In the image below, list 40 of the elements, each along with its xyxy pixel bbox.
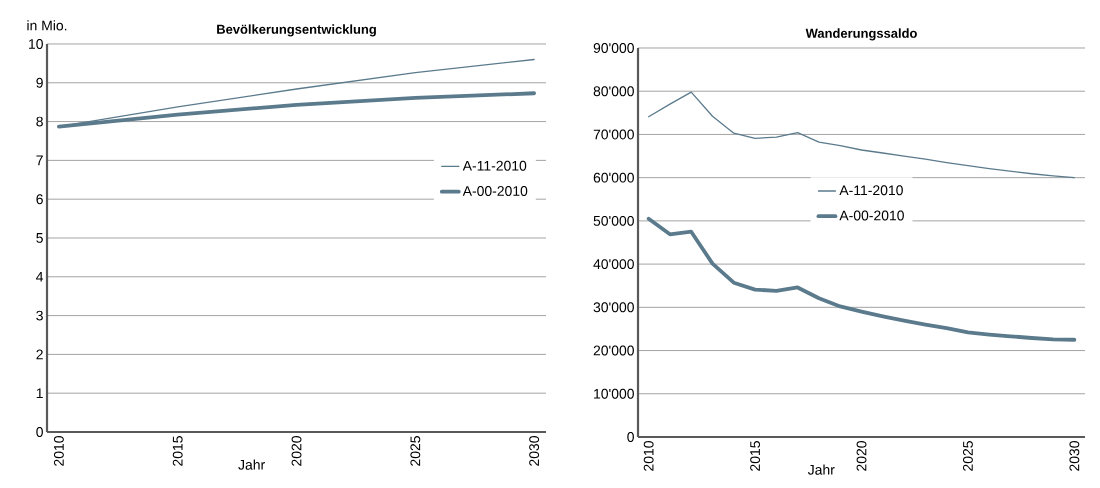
- y-tick-label: 40'000: [593, 259, 634, 270]
- y-tick-label: 10'000: [594, 388, 634, 399]
- y-tick-label: 7: [36, 155, 43, 166]
- legend-label: A-00-2010: [839, 210, 904, 221]
- x-axis-title: Jahr: [807, 464, 835, 475]
- x-tick-label: 2015: [750, 441, 761, 471]
- y-tick-label: 50'000: [593, 215, 634, 226]
- chart-title: Bevölkerungsentwicklung: [217, 24, 376, 37]
- x-tick-label: 2020: [856, 441, 867, 471]
- y-tick-label: 0: [627, 432, 634, 442]
- x-tick-label: 2020: [291, 436, 302, 466]
- y-tick-label: 60'000: [593, 172, 634, 183]
- y-tick-label: 90'000: [593, 43, 634, 53]
- x-tick-label: 2025: [410, 436, 421, 466]
- y-tick-label: 1: [36, 388, 43, 398]
- y-tick-label: 8: [36, 116, 43, 127]
- y-tick-label: 0: [36, 427, 43, 437]
- legend-label: A-00-2010: [462, 186, 528, 196]
- legend-label: A-11-2010: [839, 185, 903, 196]
- y-tick-label: 20'000: [593, 345, 634, 356]
- x-axis-title: Jahr: [238, 459, 265, 470]
- y-tick-label: 4: [36, 271, 44, 282]
- y-tick-label: 9: [36, 77, 43, 88]
- y-tick-label: 5: [36, 233, 43, 243]
- x-tick-label: 2025: [962, 441, 973, 471]
- y-tick-label: 70'000: [593, 129, 634, 140]
- legend-label: A-11-2010: [462, 160, 527, 171]
- y-tick-label: 80'000: [593, 86, 634, 97]
- x-tick-label: 2015: [172, 436, 183, 466]
- y-tick-label: 30'000: [593, 302, 634, 313]
- y-tick-label: 2: [36, 349, 43, 360]
- x-tick-label: 2030: [1069, 441, 1080, 471]
- x-tick-label: 2030: [529, 436, 540, 466]
- y-tick-label: 6: [36, 194, 43, 205]
- y-tick-label: 10: [29, 39, 43, 49]
- x-tick-label: 2010: [643, 441, 654, 471]
- chart-title: Wanderungssaldo: [805, 28, 917, 41]
- y-tick-label: 3: [36, 310, 43, 321]
- x-tick-label: 2010: [53, 436, 64, 466]
- y-axis-title: in Mio.: [27, 20, 67, 31]
